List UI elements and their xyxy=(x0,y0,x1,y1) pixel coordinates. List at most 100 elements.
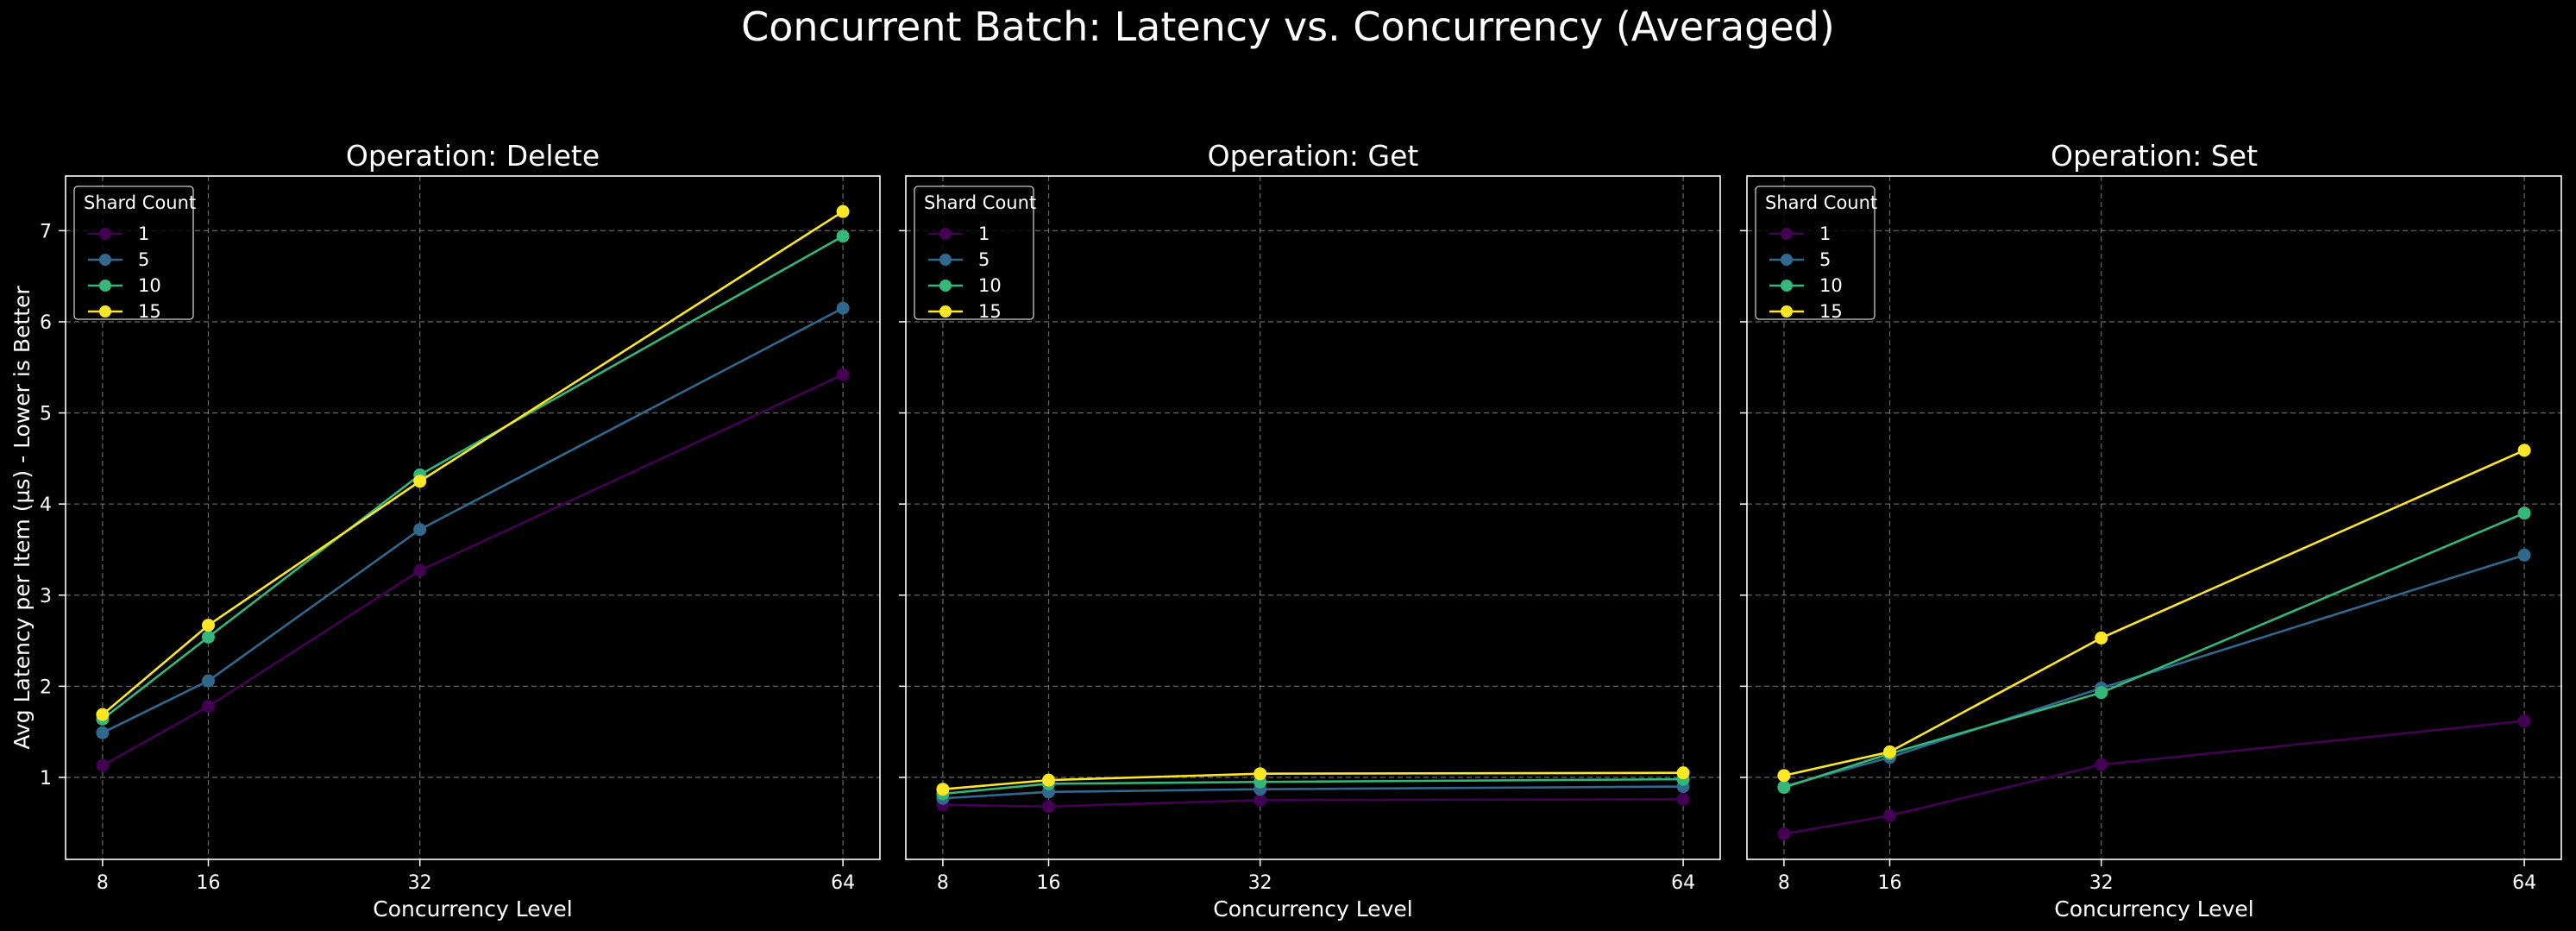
legend-swatch-marker xyxy=(99,305,111,318)
data-point xyxy=(2095,758,2108,771)
panel-2 xyxy=(899,175,1721,866)
legend-label: 10 xyxy=(978,275,1002,296)
y-tick-label: 1 xyxy=(40,768,52,789)
series-line xyxy=(102,235,844,720)
legend-label: 5 xyxy=(1819,249,1831,270)
legend-title: Shard Count xyxy=(924,192,1036,213)
x-tick-label: 32 xyxy=(408,872,432,894)
panel-3 xyxy=(1740,175,2562,866)
x-tick-label: 32 xyxy=(1248,872,1272,894)
y-tick-label: 6 xyxy=(40,312,52,334)
axes-frame xyxy=(65,175,881,860)
data-point xyxy=(2095,631,2108,645)
panel-title: Operation: Set xyxy=(2051,139,2258,173)
legend-swatch-marker xyxy=(1781,280,1793,292)
series-line xyxy=(102,211,844,716)
data-point xyxy=(836,230,850,243)
data-point xyxy=(1883,808,1897,822)
data-point xyxy=(836,301,850,315)
series-line xyxy=(1783,512,2525,789)
x-tick-label: 8 xyxy=(97,872,109,894)
series-line xyxy=(942,777,1684,796)
x-tick-label: 32 xyxy=(2089,872,2114,894)
series-15 xyxy=(96,204,850,721)
data-point xyxy=(202,700,216,714)
series-line xyxy=(102,374,844,767)
legend-label: 1 xyxy=(1819,223,1831,244)
legend-label: 5 xyxy=(978,249,990,270)
panel-title: Operation: Get xyxy=(1208,139,1419,173)
data-point xyxy=(413,563,427,577)
y-axis-label: Avg Latency per Item (µs) - Lower is Bet… xyxy=(9,286,35,750)
x-tick-label: 8 xyxy=(937,872,949,894)
series-10 xyxy=(96,230,850,726)
data-point xyxy=(1042,800,1056,814)
x-axis-label: Concurrency Level xyxy=(373,896,572,922)
legend-swatch-marker xyxy=(939,280,952,292)
legend xyxy=(73,186,194,320)
series-line xyxy=(102,306,844,734)
series-15 xyxy=(936,766,1690,796)
data-point xyxy=(2517,443,2531,457)
data-point xyxy=(2517,548,2531,562)
data-point xyxy=(413,523,427,537)
panel-title: Operation: Delete xyxy=(346,139,600,173)
x-tick-label: 64 xyxy=(831,872,855,894)
legend-swatch-marker xyxy=(99,254,111,266)
data-point xyxy=(1777,769,1791,783)
data-point xyxy=(413,475,427,488)
legend-swatch-marker xyxy=(1781,254,1793,266)
data-point xyxy=(1777,827,1791,840)
legend-label: 1 xyxy=(138,223,149,244)
legend-swatch-marker xyxy=(1781,228,1793,240)
figure-title: Concurrent Batch: Latency vs. Concurrenc… xyxy=(741,3,1835,50)
data-point xyxy=(1253,767,1267,781)
legend-label: 10 xyxy=(1819,275,1843,296)
data-point xyxy=(1042,773,1056,787)
series-15 xyxy=(1777,443,2531,783)
data-point xyxy=(96,758,110,772)
legend-label: 15 xyxy=(978,301,1002,322)
data-point xyxy=(96,708,110,721)
y-tick-label: 5 xyxy=(40,404,52,425)
data-point xyxy=(96,726,110,739)
y-tick-label: 7 xyxy=(40,221,52,242)
data-point xyxy=(202,630,216,644)
data-point xyxy=(836,204,850,218)
legend xyxy=(914,186,1034,320)
data-point xyxy=(1253,793,1267,807)
data-point xyxy=(1676,766,1690,780)
data-point xyxy=(1676,792,1690,806)
x-tick-label: 16 xyxy=(197,872,221,894)
data-point xyxy=(2517,506,2531,520)
data-point xyxy=(1777,781,1791,795)
y-tick-label: 2 xyxy=(40,676,52,698)
data-point xyxy=(2095,686,2108,700)
x-tick-label: 8 xyxy=(1778,872,1790,894)
series-line xyxy=(1783,449,2525,777)
axes-frame xyxy=(1746,175,2562,860)
legend-swatch-marker xyxy=(939,305,952,318)
x-tick-label: 64 xyxy=(1671,872,1695,894)
series-1 xyxy=(1777,714,2531,840)
series-line xyxy=(942,771,1684,790)
y-tick-label: 4 xyxy=(40,494,52,516)
legend-swatch-marker xyxy=(99,228,111,240)
data-point xyxy=(2517,714,2531,727)
legend-swatch-marker xyxy=(99,280,111,292)
series-line xyxy=(1783,720,2525,835)
legend-label: 15 xyxy=(138,301,161,322)
data-point xyxy=(836,368,850,381)
x-tick-label: 64 xyxy=(2512,872,2536,894)
data-point xyxy=(1883,745,1897,758)
legend-swatch-marker xyxy=(939,254,952,266)
panel-1 xyxy=(59,175,881,866)
legend-label: 5 xyxy=(138,249,149,270)
legend xyxy=(1755,186,1875,320)
axes-frame xyxy=(905,175,1721,860)
legend-label: 10 xyxy=(138,275,161,296)
legend-title: Shard Count xyxy=(84,192,196,213)
data-point xyxy=(202,674,216,688)
legend-swatch-marker xyxy=(1781,305,1793,318)
